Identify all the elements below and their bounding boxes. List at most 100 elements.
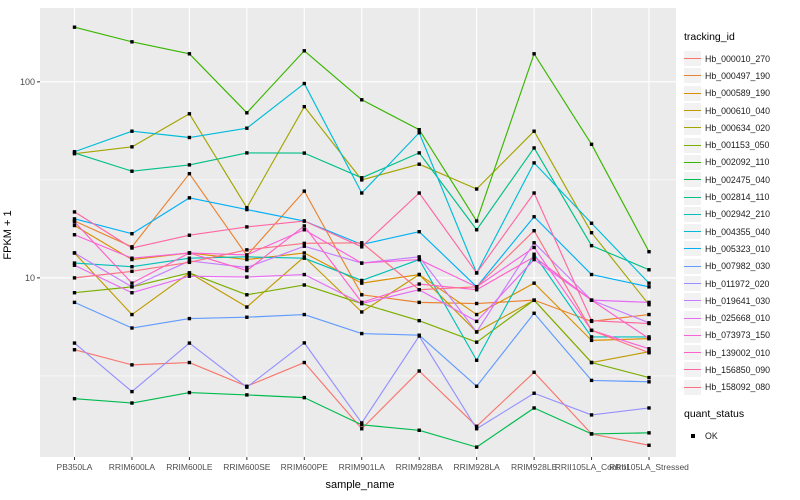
data-point	[474, 340, 479, 344]
legend-key-line-icon	[684, 161, 701, 163]
x-tick-label: RRII105LA_Stressed	[609, 462, 689, 472]
data-point	[532, 370, 536, 374]
data-point	[302, 341, 306, 345]
legend-key-line-icon	[684, 352, 701, 354]
data-point	[187, 233, 192, 237]
legend-item-label: Hb_011972_020	[705, 278, 770, 289]
legend-key-swatch	[684, 224, 701, 240]
data-point	[130, 129, 134, 133]
legend-item-label: Hb_073973_150	[705, 330, 771, 341]
data-point	[589, 335, 594, 339]
data-point	[245, 268, 249, 273]
legend: tracking_id Hb_000010_270 Hb_000497_190 Hb…	[684, 31, 798, 444]
data-point	[302, 224, 306, 228]
data-point	[302, 272, 306, 277]
data-point	[532, 241, 536, 245]
data-point	[130, 256, 134, 260]
legend-item: Hb_002942_210	[684, 206, 798, 223]
legend-key-swatch	[684, 172, 701, 188]
data-point	[360, 293, 364, 297]
data-point	[302, 104, 306, 109]
x-tick-label: RRIM928LA	[453, 462, 500, 472]
data-point	[187, 171, 192, 176]
data-point	[360, 278, 364, 283]
data-point	[245, 126, 249, 130]
legend-items: Hb_000010_270 Hb_000497_190 Hb_000589_190 H…	[684, 50, 798, 396]
data-point	[72, 261, 77, 265]
data-point	[130, 269, 134, 274]
data-point	[245, 393, 249, 397]
data-point	[589, 142, 594, 147]
x-tick-label: RRIM928LE	[511, 462, 558, 472]
legend-item: Hb_002814_110	[684, 188, 798, 205]
data-point	[245, 111, 249, 115]
data-point	[72, 348, 77, 352]
legend-title: tracking_id	[684, 31, 735, 43]
data-point	[130, 389, 134, 394]
data-point	[417, 369, 421, 373]
data-point	[417, 255, 421, 259]
data-point	[589, 272, 594, 277]
data-point	[245, 265, 249, 270]
legend-key-line-icon	[684, 300, 701, 302]
legend-item: Hb_000010_270	[684, 50, 798, 67]
data-point	[647, 312, 651, 317]
data-point	[360, 423, 364, 427]
data-point	[532, 281, 536, 285]
data-point	[647, 336, 651, 341]
data-point	[532, 129, 536, 133]
data-point	[302, 244, 306, 248]
data-point	[532, 298, 536, 302]
legend-item-label: Hb_000010_270	[705, 53, 771, 64]
y-tick-label: 100	[20, 77, 35, 87]
data-point	[130, 246, 134, 250]
data-point	[302, 241, 306, 246]
data-point	[532, 191, 536, 195]
legend-key-swatch	[684, 51, 701, 67]
legend-item-label: Hb_002942_210	[705, 209, 771, 220]
data-point	[474, 285, 479, 289]
legend-key-swatch	[684, 120, 701, 136]
data-point	[72, 25, 77, 29]
legend-key-line-icon	[684, 92, 701, 94]
legend-item: Hb_007982_030	[684, 258, 798, 275]
legend-item-label: Hb_000610_040	[705, 105, 771, 116]
data-point	[130, 363, 134, 367]
data-point	[589, 318, 594, 323]
data-point	[532, 252, 536, 256]
data-point	[647, 443, 651, 447]
x-tick-label: PB350LA	[57, 462, 93, 472]
x-tick-label: RRIM901LA	[339, 462, 386, 472]
data-point	[72, 291, 77, 295]
data-point	[72, 251, 77, 255]
legend-key-line-icon	[684, 317, 701, 319]
data-point	[589, 413, 594, 417]
data-point	[245, 253, 249, 257]
data-point	[245, 206, 249, 210]
legend-item: Hb_000634_020	[684, 119, 798, 136]
data-point	[187, 360, 192, 365]
data-point	[360, 421, 364, 425]
data-point	[130, 265, 134, 269]
legend-item: Hb_002092_110	[684, 154, 798, 171]
data-point	[474, 445, 479, 449]
data-point	[360, 98, 364, 102]
x-axis-title: sample_name	[325, 479, 395, 491]
data-point	[187, 316, 192, 321]
data-point	[474, 228, 479, 232]
data-point	[360, 242, 364, 247]
data-point	[187, 196, 192, 200]
data-point	[417, 257, 421, 262]
legend-key-swatch	[684, 276, 701, 291]
data-point	[360, 245, 364, 249]
data-point	[187, 260, 192, 265]
data-point	[589, 243, 594, 248]
legend-item: Hb_156850_090	[684, 361, 798, 378]
data-point	[417, 230, 421, 234]
quant-status-label: OK	[705, 430, 718, 441]
legend-item-label: Hb_019641_030	[705, 295, 771, 306]
legend-key-swatch	[684, 258, 701, 274]
legend-key-swatch	[684, 327, 701, 343]
y-tick-label: 10	[25, 273, 35, 283]
